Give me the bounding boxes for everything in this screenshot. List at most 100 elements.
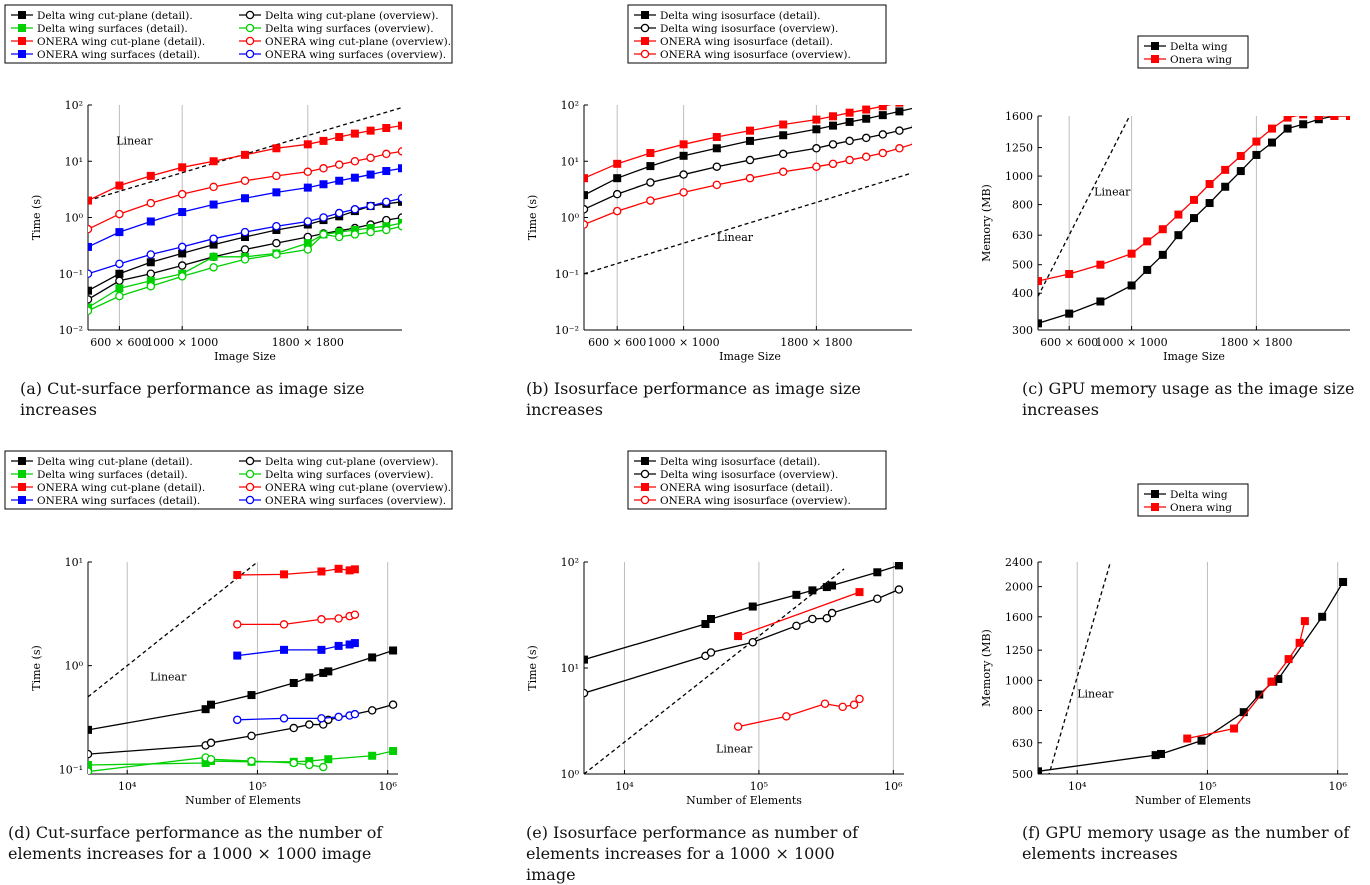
linear-label: Linear xyxy=(116,134,153,147)
data-point xyxy=(845,108,854,117)
legend-label: Delta wing surfaces (overview). xyxy=(265,469,434,481)
data-point xyxy=(1230,724,1239,733)
series-line xyxy=(584,588,900,694)
x-axis-title: Image Size xyxy=(719,350,781,363)
data-point xyxy=(317,615,326,624)
data-point xyxy=(808,614,817,624)
data-point xyxy=(334,232,344,242)
legend-label: ONERA wing isosurface (detail). xyxy=(660,482,833,494)
data-point xyxy=(812,144,821,153)
data-point xyxy=(862,114,871,123)
data-point xyxy=(272,171,281,181)
data-point xyxy=(368,751,377,760)
data-point xyxy=(350,225,359,234)
caption-e: (e) Isosurface performance as number of … xyxy=(526,823,859,884)
data-point xyxy=(1038,319,1042,328)
data-point xyxy=(280,570,289,579)
data-point xyxy=(873,568,882,577)
legend-marker xyxy=(1151,503,1159,511)
y-tick-label: 400 xyxy=(1012,287,1033,300)
data-point xyxy=(1205,199,1214,208)
data-point xyxy=(808,586,817,595)
data-point xyxy=(845,136,854,146)
legend-label: ONERA wing cut-plane (detail). xyxy=(37,36,205,48)
data-point xyxy=(778,149,788,159)
data-point xyxy=(233,570,242,579)
y-tick-label: 630 xyxy=(1012,737,1033,750)
data-point xyxy=(1127,249,1136,258)
data-point xyxy=(1143,237,1152,246)
data-point xyxy=(584,191,588,200)
legend-marker xyxy=(18,470,26,478)
legend-marker xyxy=(18,50,26,58)
data-point xyxy=(240,245,250,254)
legend-label: ONERA wing isosurface (overview). xyxy=(660,49,851,61)
data-point xyxy=(201,758,210,767)
data-point xyxy=(829,121,837,130)
data-point xyxy=(319,213,328,222)
y-tick-label: 1250 xyxy=(1005,644,1033,657)
data-point xyxy=(679,170,688,179)
data-point xyxy=(646,178,655,187)
x-tick-label: 1000 × 1000 xyxy=(647,336,719,349)
x-tick-label: 10⁴ xyxy=(118,780,137,793)
data-point xyxy=(845,155,854,165)
data-point xyxy=(1197,736,1206,745)
data-point xyxy=(146,276,155,285)
data-point xyxy=(317,645,326,654)
legend-label: ONERA wing surfaces (overview). xyxy=(265,49,446,61)
linear-label: Linear xyxy=(1077,688,1114,701)
data-point xyxy=(712,144,721,153)
data-point xyxy=(305,673,314,682)
data-point xyxy=(679,188,688,197)
x-tick-label: 10⁵ xyxy=(750,780,768,793)
x-tick-label: 10⁴ xyxy=(615,780,634,793)
data-point xyxy=(209,182,218,192)
data-point xyxy=(241,150,249,159)
data-point xyxy=(367,706,377,715)
data-point xyxy=(894,585,904,594)
chart-panel-e: 10⁴ 10⁵ 10⁶ 10⁰ 10¹ 10² Number of Elements Time… xyxy=(526,450,904,806)
data-point xyxy=(584,205,589,214)
data-point xyxy=(146,269,156,278)
data-point xyxy=(335,176,344,185)
data-point xyxy=(812,162,821,171)
data-point xyxy=(324,667,333,676)
y-tick-label: 300 xyxy=(1012,324,1033,337)
legend-label: ONERA wing cut-plane (overview). xyxy=(265,36,451,48)
x-axis-title: Number of Elements xyxy=(185,794,301,806)
data-point xyxy=(209,157,218,166)
data-point xyxy=(366,227,375,237)
legend-label: ONERA wing surfaces (overview). xyxy=(265,495,446,507)
data-point xyxy=(289,758,299,768)
series-line xyxy=(1187,620,1306,740)
legend-label: Delta wing surfaces (overview). xyxy=(265,23,434,35)
data-point xyxy=(779,131,788,140)
data-point xyxy=(368,653,377,662)
y-tick-label: 10¹ xyxy=(561,155,579,168)
data-point xyxy=(319,164,328,173)
plot-area xyxy=(1038,562,1348,774)
data-point xyxy=(279,620,289,629)
data-point xyxy=(712,162,722,171)
x-axis-title: Image Size xyxy=(214,350,276,363)
data-point xyxy=(177,242,187,252)
data-point xyxy=(878,111,887,120)
data-point xyxy=(812,115,821,124)
legend-marker xyxy=(18,457,26,465)
data-point xyxy=(894,562,903,570)
legend-marker xyxy=(1151,490,1159,498)
data-point xyxy=(177,189,187,199)
data-point xyxy=(88,760,92,769)
data-point xyxy=(272,188,281,197)
data-point xyxy=(646,196,655,205)
data-point xyxy=(335,132,344,141)
data-point xyxy=(1314,116,1323,120)
data-point xyxy=(748,637,758,647)
data-point xyxy=(792,590,801,599)
data-point xyxy=(272,250,281,259)
data-point xyxy=(350,610,360,619)
data-point xyxy=(115,276,124,286)
legend-marker xyxy=(245,10,255,20)
